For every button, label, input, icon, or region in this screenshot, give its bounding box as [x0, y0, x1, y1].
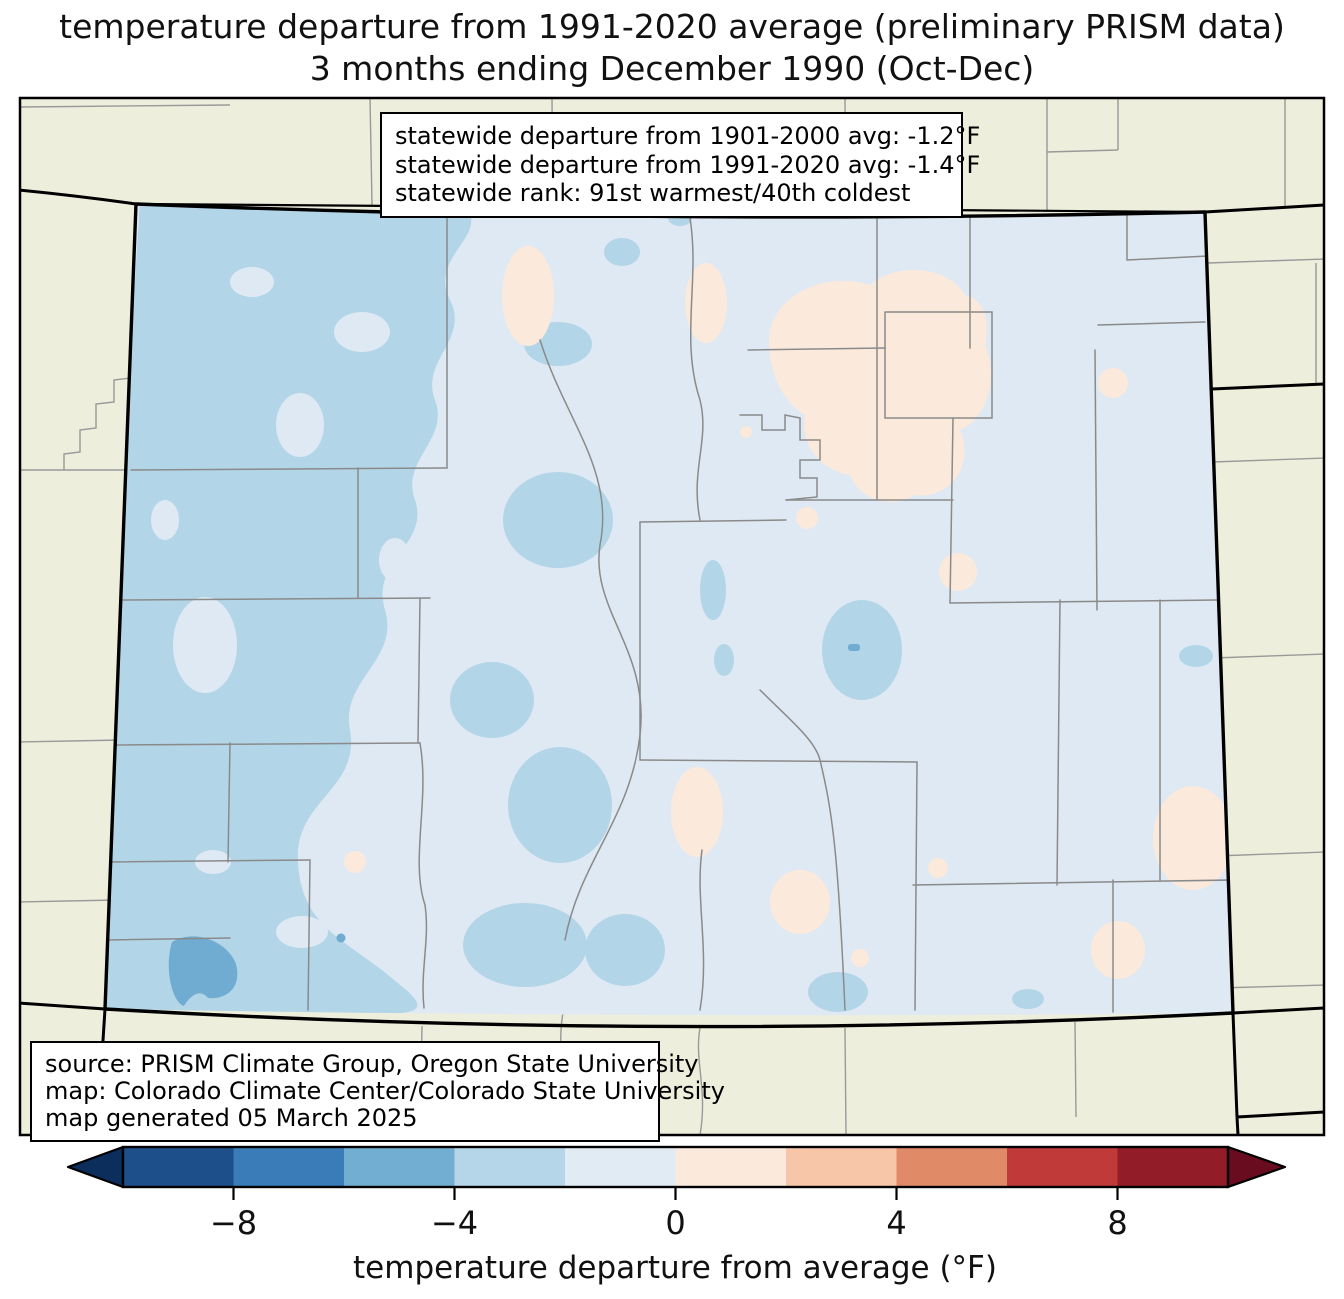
tick-label-0: 0 [665, 1204, 685, 1242]
source-credits-box: source: PRISM Climate Group, Oregon Stat… [30, 1041, 725, 1142]
figure-title: temperature departure from 1991-2020 ave… [0, 6, 1344, 90]
tick-label-4: 4 [886, 1204, 906, 1242]
title-line-2: 3 months ending December 1990 (Oct-Dec) [309, 49, 1035, 88]
source-line-2: map: Colorado Climate Center/Colorado St… [45, 1077, 725, 1105]
pale-pockets [151, 267, 502, 948]
colorbar-seg-3 [454, 1147, 565, 1187]
colorbar-seg-4 [565, 1147, 676, 1187]
colorbar-under-arrow [66, 1145, 125, 1189]
map-frame [18, 96, 1326, 1137]
tick-label-neg8: −8 [210, 1204, 257, 1242]
neighbor-state-borders [20, 188, 1324, 1135]
anomaly-medium-blue-patches [168, 644, 860, 1006]
colorbar-seg-1 [233, 1147, 344, 1187]
county-lines [105, 211, 1233, 1013]
colorbar-over-arrow [1226, 1145, 1287, 1189]
colorbar-seg-7 [896, 1147, 1007, 1187]
colorbar-seg-9 [1117, 1147, 1228, 1187]
colorbar-seg-2 [344, 1147, 455, 1187]
colorbar-tick-labels: −8 −4 0 4 8 [210, 1204, 1128, 1242]
title-line-1: temperature departure from 1991-2020 ave… [59, 7, 1285, 46]
anomaly-light-blue-patches [105, 204, 1213, 1014]
colorbar-seg-0 [123, 1147, 234, 1187]
colorbar-axis-label: temperature departure from average (°F) [353, 1250, 997, 1286]
stats-line-2: statewide departure from 1991-2020 avg: … [395, 150, 981, 179]
stats-line-1: statewide departure from 1901-2000 avg: … [395, 122, 981, 150]
colorbar: −8 −4 0 4 8 temperature departure from a… [66, 1145, 1287, 1286]
colorbar-seg-6 [786, 1147, 897, 1187]
source-line-3: map generated 05 March 2025 [45, 1104, 418, 1132]
stats-line-3: statewide rank: 91st warmest/40th coldes… [395, 179, 911, 207]
source-line-1: source: PRISM Climate Group, Oregon Stat… [45, 1050, 699, 1078]
colorbar-seg-5 [675, 1147, 786, 1187]
colorbar-ticks [232, 1187, 1119, 1200]
anomaly-pink-patches [344, 246, 1233, 979]
colorbar-seg-8 [1007, 1147, 1118, 1187]
tick-label-neg4: −4 [431, 1204, 478, 1242]
statewide-stats-box: statewide departure from 1901-2000 avg: … [380, 112, 981, 218]
colorbar-segments [123, 1147, 1228, 1187]
tick-label-8: 8 [1107, 1204, 1127, 1242]
